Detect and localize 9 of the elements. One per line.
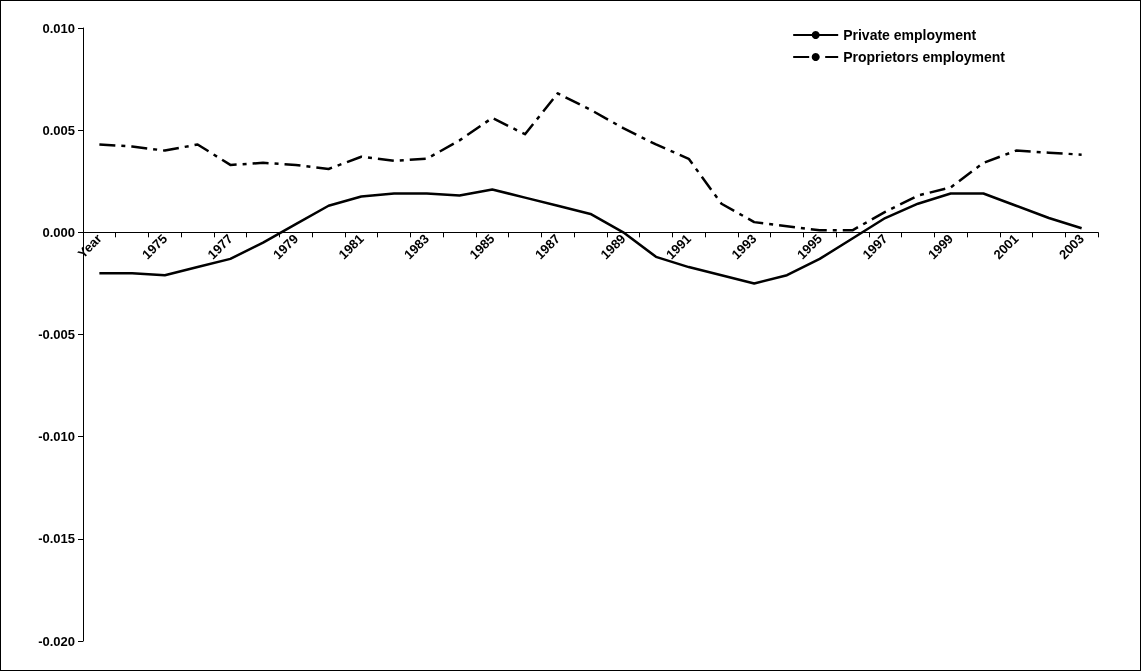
- y-tick-label: -0.020: [38, 633, 75, 649]
- legend-label: Proprietors employment: [843, 49, 1006, 65]
- y-tick-label: 0.010: [42, 20, 75, 36]
- legend-label: Private employment: [843, 27, 977, 43]
- y-tick-label: -0.005: [38, 327, 75, 342]
- y-tick-label: -0.015: [38, 531, 75, 547]
- y-tick-label: -0.010: [38, 429, 75, 445]
- y-tick-label: 0.000: [42, 224, 75, 240]
- y-tick-label: 0.005: [42, 122, 75, 138]
